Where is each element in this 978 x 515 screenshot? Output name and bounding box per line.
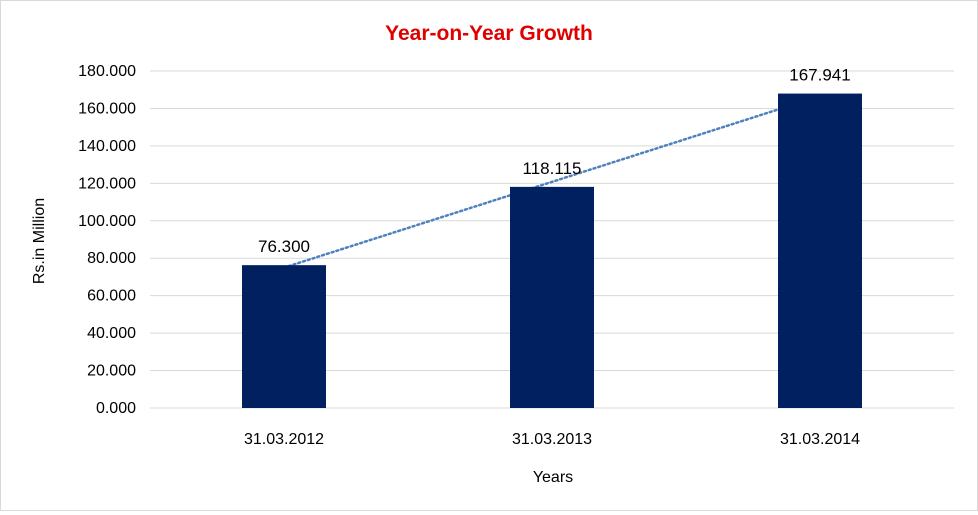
trendline-layer: [282, 94, 822, 269]
y-tick-label: 120.000: [78, 175, 136, 192]
y-tick-label: 40.000: [87, 325, 136, 342]
x-tick-label: 31.03.2014: [780, 431, 860, 448]
y-tick-label: 140.000: [78, 138, 136, 155]
bar: [242, 265, 326, 408]
data-labels: 76.300 118.115 167.941: [258, 66, 851, 257]
y-axis-label: Rs.in Million: [31, 198, 48, 284]
y-tick-label: 80.000: [87, 250, 136, 267]
trendline: [282, 94, 822, 269]
bar: [510, 186, 594, 408]
y-tick-label: 0.000: [96, 400, 136, 417]
y-tick-label: 160.000: [78, 100, 136, 117]
data-label: 76.300: [258, 237, 310, 256]
x-tick-label: 31.03.2012: [244, 431, 324, 448]
y-tick-label: 180.000: [78, 63, 136, 80]
bar: [778, 93, 862, 409]
y-axis-ticks: 0.000 20.000 40.000 60.000 80.000 100.000 120.…: [78, 63, 136, 417]
y-tick-label: 100.000: [78, 213, 136, 230]
y-tick-label: 60.000: [87, 288, 136, 305]
bars: [242, 93, 862, 409]
data-label: 167.941: [789, 66, 850, 85]
x-axis-label: Years: [533, 469, 573, 486]
x-tick-label: 31.03.2013: [512, 431, 592, 448]
chart-title: Year-on-Year Growth: [385, 22, 593, 45]
data-label: 118.115: [523, 159, 582, 178]
y-tick-label: 20.000: [87, 363, 136, 380]
x-axis-ticks: 31.03.2012 31.03.2013 31.03.2014: [244, 431, 860, 448]
